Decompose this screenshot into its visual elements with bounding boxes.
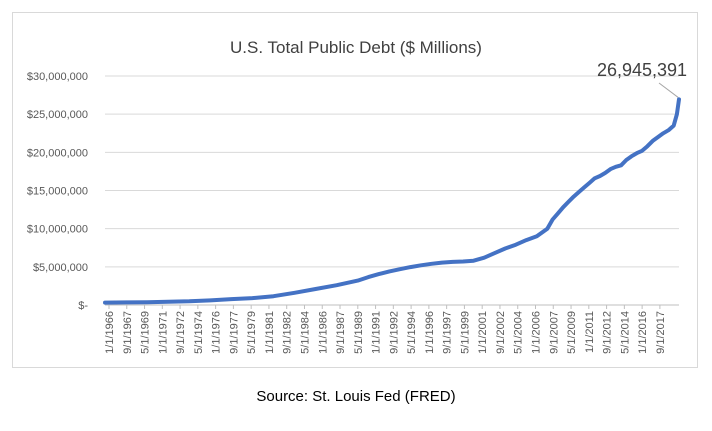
y-tick-label: $5,000,000 xyxy=(33,262,88,274)
source-caption: Source: St. Louis Fed (FRED) xyxy=(256,388,456,405)
x-tick-label: 5/1/1974 xyxy=(193,311,205,354)
x-tick-label: 1/1/2011 xyxy=(584,311,596,353)
x-tick-label: 1/1/1986 xyxy=(317,311,329,354)
x-tick-label: 5/1/1969 xyxy=(140,311,152,354)
chart-frame: U.S. Total Public Debt ($ Millions) $- $5… xyxy=(12,12,698,368)
x-axis-labels: 1/1/1966 9/1/1967 5/1/1969 1/1/1971 9/1/1972… xyxy=(104,311,667,354)
debt-line-chart: U.S. Total Public Debt ($ Millions) $- $5… xyxy=(27,38,687,354)
x-tick-label: 9/1/1997 xyxy=(442,311,454,354)
x-axis-ticks xyxy=(108,305,661,309)
x-tick-label: 9/1/2002 xyxy=(495,311,507,354)
x-tick-label: 5/1/1979 xyxy=(246,311,258,354)
y-axis-labels: $- $5,000,000 $10,000,000 $15,000,000 $20,00… xyxy=(27,71,89,312)
x-tick-label: 9/1/1987 xyxy=(335,311,347,354)
x-tick-label: 5/1/1999 xyxy=(459,311,471,354)
x-tick-label: 5/1/1989 xyxy=(353,311,365,354)
x-tick-label: 9/1/1967 xyxy=(122,311,134,354)
x-tick-label: 1/1/2001 xyxy=(477,311,489,354)
x-tick-label: 1/1/1971 xyxy=(157,311,169,354)
x-tick-label: 9/1/1982 xyxy=(282,311,294,354)
y-tick-label: $25,000,000 xyxy=(27,109,88,121)
y-tick-label: $30,000,000 xyxy=(27,71,88,83)
x-tick-label: 1/1/1981 xyxy=(264,311,276,354)
x-tick-label: 5/1/2004 xyxy=(513,311,525,354)
x-tick-label: 5/1/2009 xyxy=(566,311,578,354)
x-tick-label: 5/1/2014 xyxy=(619,311,631,354)
x-tick-label: 1/1/1996 xyxy=(424,311,436,354)
x-tick-label: 5/1/1984 xyxy=(299,311,311,354)
y-tick-label: $20,000,000 xyxy=(27,147,88,159)
chart-title: U.S. Total Public Debt ($ Millions) xyxy=(230,38,482,57)
y-tick-label: $- xyxy=(78,300,88,312)
x-tick-label: 9/1/1992 xyxy=(388,311,400,354)
annotation-label: 26,945,391 xyxy=(597,60,687,80)
debt-series-line xyxy=(103,97,681,305)
x-tick-label: 1/1/2006 xyxy=(531,311,543,354)
x-tick-label: 9/1/2017 xyxy=(655,311,667,354)
x-tick-label: 9/1/2012 xyxy=(602,311,614,354)
x-tick-label: 9/1/1977 xyxy=(228,311,240,354)
gridlines xyxy=(105,75,679,268)
x-tick-label: 1/1/1991 xyxy=(371,311,383,354)
x-tick-label: 9/1/1972 xyxy=(175,311,187,354)
x-tick-label: 1/1/1966 xyxy=(104,311,116,354)
x-tick-label: 1/1/2016 xyxy=(637,311,649,354)
y-tick-label: $15,000,000 xyxy=(27,186,88,198)
annotation-leader-line xyxy=(658,82,679,98)
x-tick-label: 9/1/2007 xyxy=(548,311,560,354)
y-tick-label: $10,000,000 xyxy=(27,224,88,236)
x-tick-label: 1/1/1976 xyxy=(211,311,223,354)
x-tick-label: 5/1/1994 xyxy=(406,311,418,354)
